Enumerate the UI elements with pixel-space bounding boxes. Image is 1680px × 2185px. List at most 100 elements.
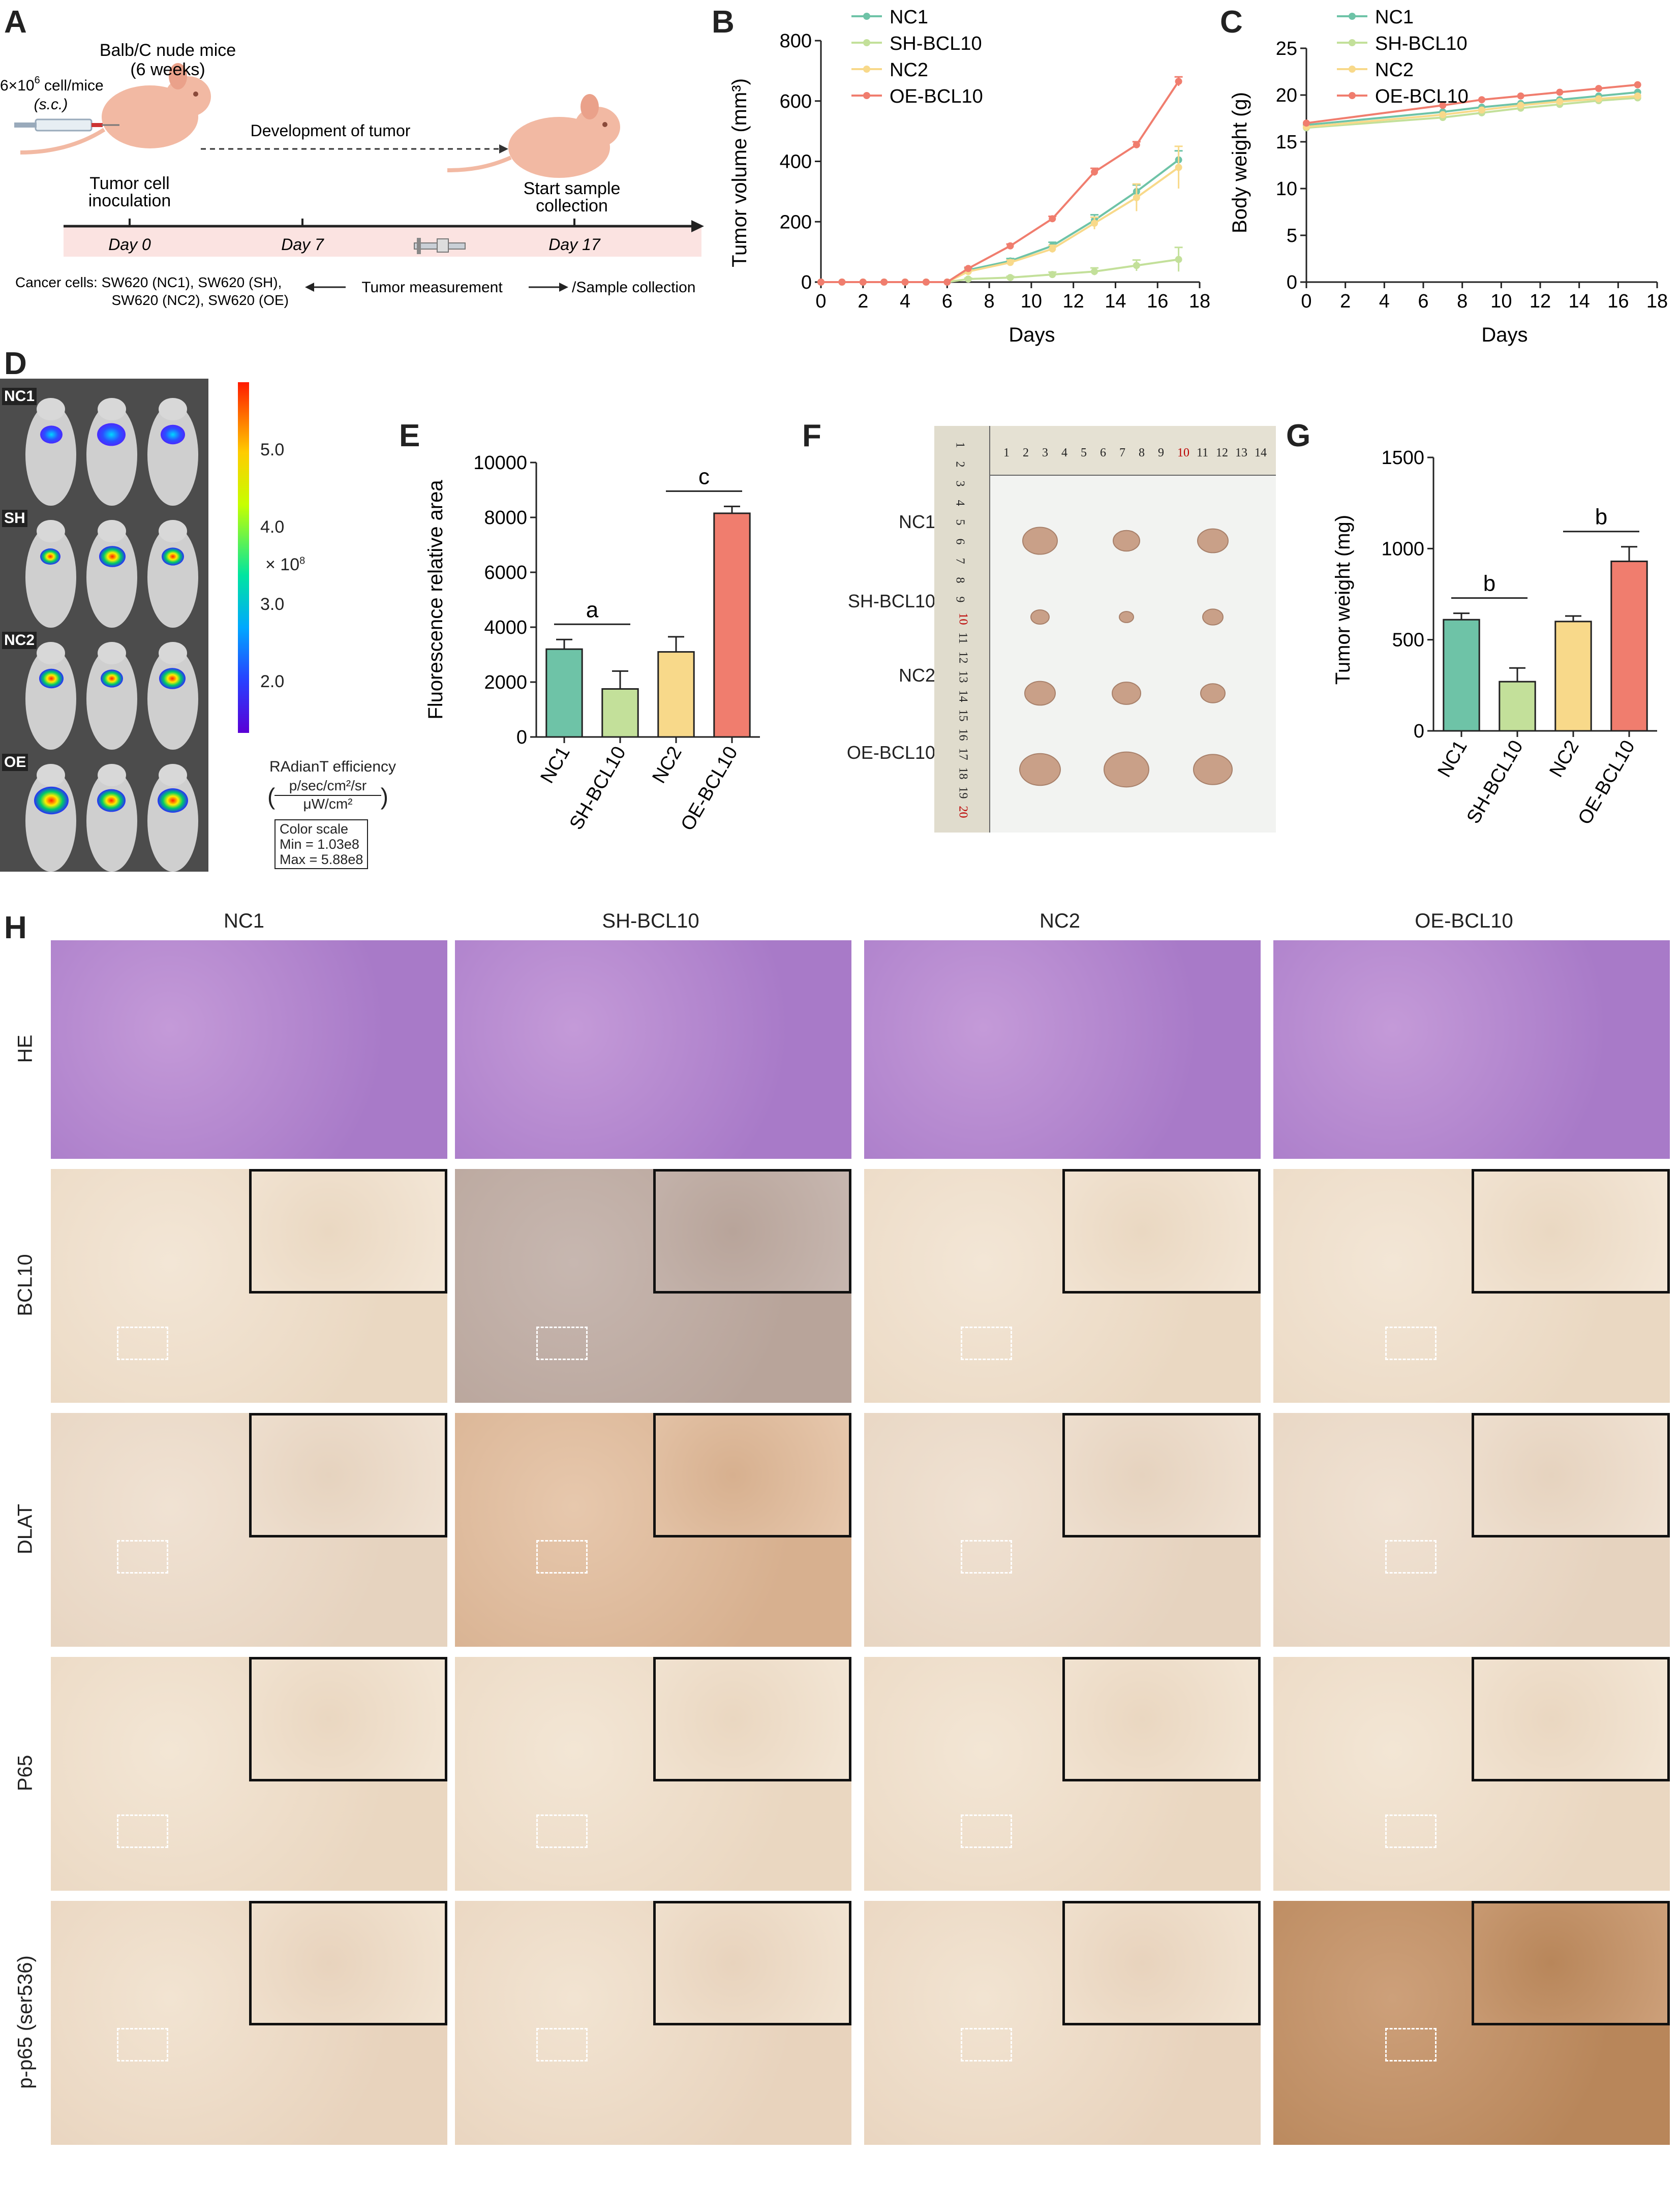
ihc-region-marker xyxy=(961,1327,1012,1360)
ihc-magnified-inset xyxy=(1472,1657,1670,1781)
legend-label: SH-BCL10 xyxy=(890,33,982,54)
svg-text:Tumor volume (mm³): Tumor volume (mm³) xyxy=(728,78,751,267)
tumor-specimen xyxy=(1022,527,1058,555)
cancer-cells-line-1: Cancer cells: SW620 (NC1), SW620 (SH), xyxy=(15,274,282,290)
inoculation-label-2: inoculation xyxy=(88,191,171,210)
ihc-region-marker xyxy=(1385,1814,1437,1848)
legend-marker xyxy=(863,92,870,99)
ihc-image xyxy=(455,940,851,1159)
mouse-head xyxy=(37,520,65,542)
y-tick-label: 4000 xyxy=(484,617,527,638)
ruler-side-number: 3 xyxy=(953,480,967,487)
mouse-silhouette xyxy=(25,648,76,750)
ihc-magnified-inset xyxy=(249,1413,447,1537)
ruler-side: 1 2 3 4 5 6 7 8 9 10 11 12 13 14 15 16 17 18 19 20 xyxy=(934,426,990,833)
ihc-magnified-inset xyxy=(1472,1901,1670,2025)
y-tick-label: 6000 xyxy=(484,562,527,583)
ruler-top-number: 11 xyxy=(1197,446,1209,459)
imaging-row-label-nc1: NC1 xyxy=(2,388,37,405)
ihc-grid: NC1 SH-BCL10 NC2 OE-BCL10 HE BCL10 DLAT P65 p-p6… xyxy=(0,910,1680,2185)
signal-spot xyxy=(162,547,184,566)
in-vivo-imaging-panel: NC1 SH NC2 OE xyxy=(0,379,208,872)
ruler-side-number: 15 xyxy=(956,709,970,722)
ihc-row-label: P65 xyxy=(14,1755,37,1792)
y-tick-label: 800 xyxy=(780,30,812,52)
mouse-head xyxy=(37,398,65,420)
data-point xyxy=(1091,168,1098,176)
ruler-side-number: 12 xyxy=(956,651,970,664)
signal-spot xyxy=(39,668,64,689)
panel-letter-f: F xyxy=(802,418,821,453)
data-point xyxy=(943,279,951,286)
ihc-row-label: BCL10 xyxy=(14,1254,37,1316)
imaging-mice xyxy=(25,398,198,872)
ihc-column-header: NC2 xyxy=(1039,910,1081,932)
route-label: (s.c.) xyxy=(34,96,68,113)
legend-label: NC2 xyxy=(1375,59,1414,81)
photo-label-nc2: NC2 xyxy=(898,665,935,686)
ruler-side-number: 4 xyxy=(953,500,967,506)
ruler-side-number: 2 xyxy=(953,461,967,468)
svg-text:Tumor weight (mg): Tumor weight (mg) xyxy=(1332,515,1354,685)
x-tick-label: 14 xyxy=(1105,291,1126,312)
data-point xyxy=(1517,92,1524,100)
tumor-photo: 1 2 3 4 5 6 7 8 9 10 11 12 13 14 1 2 3 4 5 6 7 8 9 10 11 12 13 14 1… xyxy=(934,426,1276,833)
syringe-icon xyxy=(14,118,119,132)
bar-nc1 xyxy=(545,648,583,738)
y-tick-label: 15 xyxy=(1276,132,1297,153)
collection-label-2: collection xyxy=(536,196,608,216)
scale-tick-3: 3.0 xyxy=(260,595,285,614)
signal-spot xyxy=(99,546,126,567)
development-label: Development of tumor xyxy=(251,121,411,140)
x-axis-title: Days xyxy=(1009,324,1055,346)
x-tick-label: 4 xyxy=(900,291,910,312)
legend-marker xyxy=(1349,66,1356,73)
ihc-image xyxy=(1273,1657,1670,1891)
ihc-image xyxy=(51,1657,447,1891)
bar-nc2 xyxy=(1554,621,1592,732)
x-tick-label: 10 xyxy=(1490,291,1512,312)
ihc-magnified-inset xyxy=(653,1901,851,2025)
tumor-photo-labels: NC1 SH-BCL10 NC2 OE-BCL10 xyxy=(813,457,935,823)
legend-label: OE-BCL10 xyxy=(1375,86,1469,107)
mouse-head xyxy=(98,520,126,542)
y-tick-label: 500 xyxy=(1392,630,1424,651)
scale-tick-2: 2.0 xyxy=(260,672,285,691)
mouse-silhouette xyxy=(147,648,198,750)
ihc-region-marker xyxy=(536,1814,588,1848)
ruler-top-number: 3 xyxy=(1042,446,1048,459)
data-point xyxy=(1556,98,1564,105)
y-tick-label: 0 xyxy=(1414,721,1424,742)
y-axis-title: Tumor weight (mg) xyxy=(1332,515,1354,685)
ihc-image xyxy=(1273,940,1670,1159)
ihc-image xyxy=(455,1901,851,2145)
ihc-image xyxy=(864,1169,1261,1403)
ihc-row-label: HE xyxy=(14,1034,37,1063)
category-label: NC2 xyxy=(648,743,686,787)
ihc-region-marker xyxy=(1385,2028,1437,2061)
panel-letter-d: D xyxy=(4,346,27,381)
ihc-column-header: OE-BCL10 xyxy=(1415,910,1513,932)
y-tick-label: 1500 xyxy=(1381,447,1424,469)
ruler-side-number: 8 xyxy=(953,577,967,583)
chart-tumor-weight: Tumor weight (mg) 0 500 1000 1500 NC1SH-BCL1… xyxy=(1332,447,1657,828)
ihc-region-marker xyxy=(117,2028,168,2061)
ruler-side-number: 10 xyxy=(956,612,970,625)
ihc-image xyxy=(864,1657,1261,1891)
ihc-image xyxy=(1273,1169,1670,1403)
significance-label: a xyxy=(586,597,599,622)
ihc-image xyxy=(51,1901,447,2145)
ruler-top: 1 2 3 4 5 6 7 8 9 10 11 12 13 14 xyxy=(989,426,1276,476)
ihc-row-label: DLAT xyxy=(14,1503,37,1555)
ihc-magnified-inset xyxy=(653,1169,851,1294)
panel-letter-g: G xyxy=(1286,418,1311,453)
x-tick-label: 16 xyxy=(1607,291,1629,312)
data-point xyxy=(1556,88,1564,96)
data-point xyxy=(1175,164,1182,171)
ihc-region-marker xyxy=(961,1814,1012,1848)
mouse-head xyxy=(98,642,126,664)
mouse-icon-inoculation xyxy=(20,63,211,155)
y-tick-label: 2000 xyxy=(484,672,527,693)
ihc-magnified-inset xyxy=(1062,1657,1261,1781)
category-label: OE-BCL10 xyxy=(677,743,742,835)
